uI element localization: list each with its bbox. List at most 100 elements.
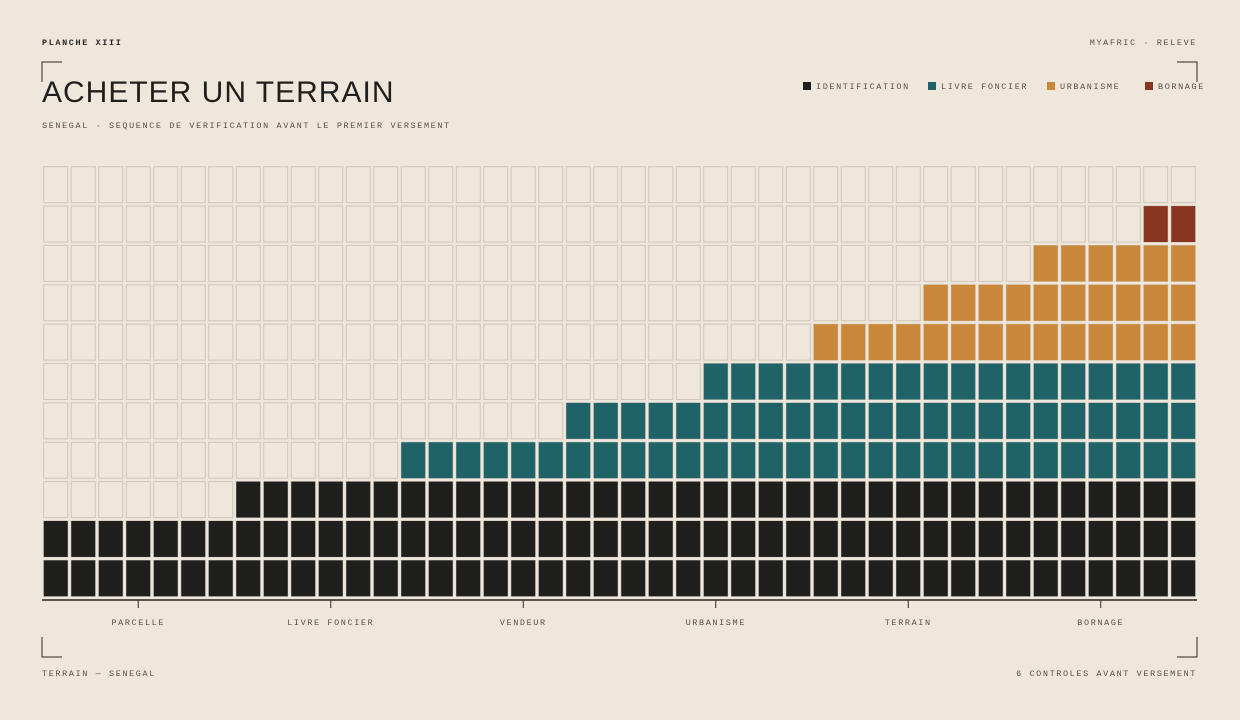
empty-cell xyxy=(43,481,69,519)
plate-label: PLANCHE XIII xyxy=(42,38,122,48)
empty-cell xyxy=(1033,166,1059,204)
cell xyxy=(593,560,618,597)
empty-cell xyxy=(290,284,316,322)
cell xyxy=(456,481,481,518)
cell xyxy=(786,363,811,400)
empty-cell xyxy=(455,402,481,440)
empty-cell xyxy=(98,166,124,204)
cell xyxy=(676,481,701,518)
cell xyxy=(813,442,838,479)
cell xyxy=(758,442,783,479)
empty-cell xyxy=(208,402,234,440)
empty-cell xyxy=(1005,244,1031,282)
cell xyxy=(346,560,371,597)
empty-cell xyxy=(785,284,811,322)
cell xyxy=(346,481,371,518)
footer-left: TERRAIN — SENEGAL xyxy=(42,669,156,679)
empty-cell xyxy=(345,363,371,400)
empty-cell xyxy=(538,284,564,322)
cell xyxy=(1033,442,1058,479)
empty-cell xyxy=(70,402,96,440)
empty-cell xyxy=(510,363,536,400)
empty-cell xyxy=(565,244,591,282)
empty-cell xyxy=(98,441,124,479)
cell xyxy=(401,442,426,479)
cell xyxy=(1171,402,1196,439)
cell xyxy=(868,363,893,400)
cell xyxy=(1171,520,1196,557)
empty-cell xyxy=(950,244,976,282)
empty-cell xyxy=(565,284,591,322)
empty-cell xyxy=(703,166,729,204)
empty-cell xyxy=(565,363,591,400)
empty-cell xyxy=(208,244,234,282)
cell xyxy=(373,520,398,557)
empty-cell xyxy=(840,166,866,204)
cell xyxy=(1061,363,1086,400)
empty-cell xyxy=(620,205,646,243)
cell xyxy=(786,481,811,518)
cell xyxy=(593,402,618,439)
empty-cell xyxy=(98,402,124,440)
cell xyxy=(153,560,178,597)
cell xyxy=(703,520,728,557)
empty-cell xyxy=(98,323,124,361)
cell xyxy=(538,520,563,557)
cell xyxy=(1088,442,1113,479)
empty-cell xyxy=(180,363,206,400)
empty-cell xyxy=(648,166,674,204)
cell xyxy=(346,520,371,557)
chart-subtitle: SENEGAL · SEQUENCE DE VERIFICATION AVANT… xyxy=(42,121,451,131)
empty-cell xyxy=(428,363,454,400)
x-tick-label: TERRAIN xyxy=(885,618,932,628)
empty-cell xyxy=(758,284,784,322)
cell xyxy=(1061,245,1086,282)
empty-cell xyxy=(978,205,1004,243)
empty-cell xyxy=(730,166,756,204)
cell xyxy=(1171,560,1196,597)
cell xyxy=(1061,402,1086,439)
empty-cell xyxy=(950,205,976,243)
cell xyxy=(731,560,756,597)
cell xyxy=(1171,206,1196,243)
cell xyxy=(758,481,783,518)
empty-cell xyxy=(345,441,371,479)
cell xyxy=(1116,324,1141,361)
cell xyxy=(456,520,481,557)
cell xyxy=(923,284,948,321)
empty-cell xyxy=(785,205,811,243)
empty-cell xyxy=(510,205,536,243)
cell xyxy=(538,481,563,518)
cell xyxy=(1061,442,1086,479)
empty-cell xyxy=(235,441,261,479)
footer-right: 6 CONTROLES AVANT VERSEMENT xyxy=(1016,669,1197,679)
empty-cell xyxy=(565,323,591,361)
cell xyxy=(896,442,921,479)
cell xyxy=(236,520,261,557)
cell xyxy=(923,481,948,518)
empty-cell xyxy=(593,363,619,400)
cell xyxy=(1171,284,1196,321)
legend-swatch xyxy=(1145,82,1153,90)
cell xyxy=(978,402,1003,439)
empty-cell xyxy=(235,323,261,361)
x-tick-label: PARCELLE xyxy=(111,618,165,628)
empty-cell xyxy=(318,402,344,440)
empty-cell xyxy=(235,166,261,204)
x-tick-label: BORNAGE xyxy=(1077,618,1124,628)
cell xyxy=(923,520,948,557)
cell xyxy=(703,442,728,479)
empty-cell xyxy=(868,284,894,322)
cell xyxy=(1143,324,1168,361)
empty-cell xyxy=(373,441,399,479)
empty-cell xyxy=(400,244,426,282)
empty-cell xyxy=(235,244,261,282)
empty-cell xyxy=(400,205,426,243)
cell xyxy=(758,560,783,597)
cell xyxy=(786,520,811,557)
cell xyxy=(1088,245,1113,282)
empty-cell xyxy=(263,402,289,440)
empty-cell xyxy=(70,481,96,519)
empty-cell xyxy=(620,284,646,322)
legend-label: URBANISME xyxy=(1060,82,1120,92)
